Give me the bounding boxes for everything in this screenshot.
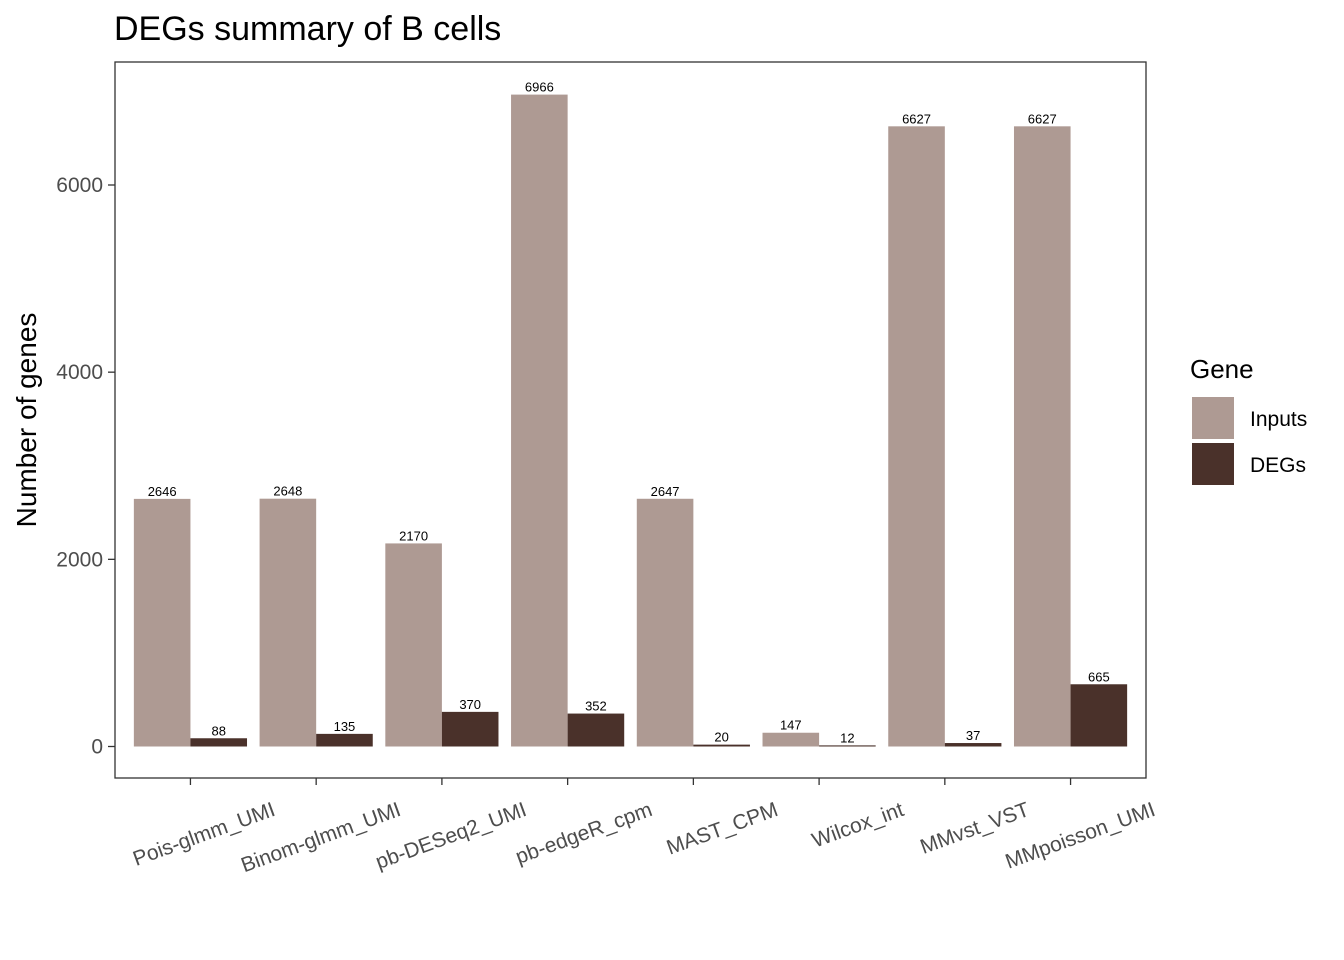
x-tick-label: MAST_CPM bbox=[664, 798, 782, 860]
x-tick-label: Wilcox_int bbox=[809, 798, 907, 852]
y-axis-title: Number of genes bbox=[11, 313, 42, 528]
bar-value-label: 12 bbox=[840, 730, 854, 745]
legend-key-degs bbox=[1192, 443, 1234, 485]
legend-label-degs: DEGs bbox=[1250, 454, 1306, 477]
x-axis: Pois-glmm_UMIBinom-glmm_UMIpb-DESeq2_UMI… bbox=[130, 778, 1158, 877]
bar-value-label: 352 bbox=[585, 699, 607, 714]
bar-value-label: 370 bbox=[459, 697, 481, 712]
y-axis: 0 2000 4000 6000 bbox=[56, 174, 115, 759]
bar-degs-3 bbox=[441, 711, 499, 747]
bar-inputs-3 bbox=[385, 543, 442, 747]
legend-key-inputs bbox=[1192, 397, 1234, 439]
bar-inputs-2 bbox=[259, 498, 317, 747]
bar-value-label: 6966 bbox=[525, 80, 554, 95]
legend-title: Gene bbox=[1190, 354, 1254, 384]
legend-label-inputs: Inputs bbox=[1250, 408, 1307, 431]
bar-degs-7 bbox=[944, 743, 1002, 747]
bar-inputs-1 bbox=[133, 498, 191, 747]
bar-value-label: 37 bbox=[966, 728, 980, 743]
y-tick-label: 2000 bbox=[56, 548, 103, 571]
bars bbox=[133, 94, 1128, 747]
bar-value-label: 2647 bbox=[651, 484, 680, 499]
x-tick-label: pb-edgeR_cpm bbox=[513, 798, 656, 869]
bar-value-label: 135 bbox=[334, 719, 356, 734]
bar-inputs-6 bbox=[762, 732, 820, 747]
bar-inputs-8 bbox=[1013, 126, 1071, 747]
bar-degs-4 bbox=[567, 713, 625, 747]
bar-value-label: 6627 bbox=[1028, 111, 1057, 126]
bar-inputs-7 bbox=[888, 126, 945, 747]
legend: Gene Inputs DEGs bbox=[1190, 354, 1307, 485]
bar-degs-1 bbox=[190, 738, 248, 747]
plot-panel-border bbox=[114, 61, 1147, 779]
bar-degs-2 bbox=[316, 733, 373, 747]
bar-labels: 2646 2648 2170 6966 2647 147 6627 6627 88 135 370 3… bbox=[148, 80, 1110, 746]
bar-value-label: 2648 bbox=[273, 484, 302, 499]
y-tick-label: 4000 bbox=[56, 361, 103, 384]
bar-inputs-4 bbox=[511, 94, 568, 747]
bar-value-label: 88 bbox=[211, 723, 225, 738]
bar-degs-6 bbox=[819, 745, 876, 747]
bar-value-label: 2646 bbox=[148, 484, 177, 499]
y-tick-label: 6000 bbox=[56, 174, 103, 197]
bar-value-label: 2170 bbox=[399, 528, 428, 543]
bar-degs-8 bbox=[1070, 684, 1128, 747]
bar-value-label: 20 bbox=[714, 730, 728, 745]
chart-title: DEGs summary of B cells bbox=[114, 10, 501, 48]
bar-inputs-5 bbox=[636, 498, 694, 747]
bar-value-label: 6627 bbox=[902, 111, 931, 126]
bar-value-label: 147 bbox=[780, 718, 802, 733]
bar-value-label: 665 bbox=[1088, 669, 1110, 684]
bar-degs-5 bbox=[693, 744, 750, 747]
y-tick-label: 0 bbox=[91, 736, 103, 759]
